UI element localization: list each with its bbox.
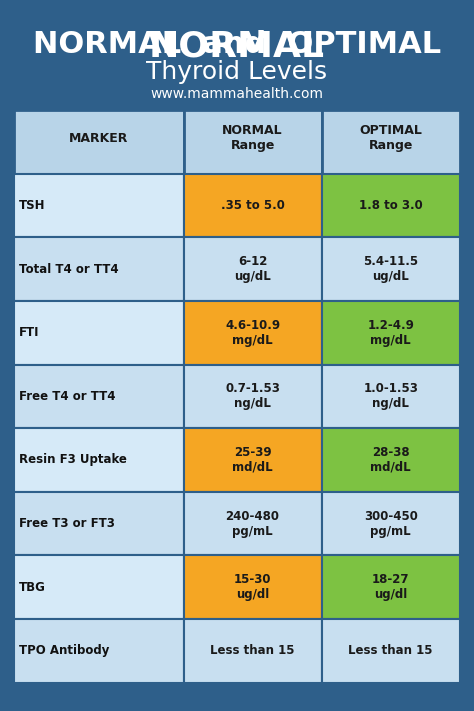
Text: 240-480
pg/mL: 240-480 pg/mL bbox=[226, 510, 280, 538]
Text: 25-39
md/dL: 25-39 md/dL bbox=[232, 446, 273, 474]
FancyBboxPatch shape bbox=[14, 365, 183, 428]
Text: Less than 15: Less than 15 bbox=[348, 644, 433, 657]
FancyBboxPatch shape bbox=[183, 555, 322, 619]
Text: 1.0-1.53
ng/dL: 1.0-1.53 ng/dL bbox=[363, 383, 418, 410]
FancyBboxPatch shape bbox=[322, 301, 460, 365]
Text: 300-450
pg/mL: 300-450 pg/mL bbox=[364, 510, 418, 538]
FancyBboxPatch shape bbox=[322, 365, 460, 428]
Text: 4.6-10.9
mg/dL: 4.6-10.9 mg/dL bbox=[225, 319, 280, 347]
Text: 6-12
ug/dL: 6-12 ug/dL bbox=[234, 255, 271, 283]
Text: NORMAL: NORMAL bbox=[149, 30, 325, 64]
Text: 5.4-11.5
ug/dL: 5.4-11.5 ug/dL bbox=[363, 255, 418, 283]
Text: and: and bbox=[0, 710, 1, 711]
FancyBboxPatch shape bbox=[14, 173, 183, 237]
FancyBboxPatch shape bbox=[183, 619, 322, 683]
Text: Total T4 or TT4: Total T4 or TT4 bbox=[19, 262, 118, 276]
FancyBboxPatch shape bbox=[322, 173, 460, 237]
Text: 0.7-1.53
ng/dL: 0.7-1.53 ng/dL bbox=[225, 383, 280, 410]
Text: Free T3 or FT3: Free T3 or FT3 bbox=[19, 517, 115, 530]
Text: 1.8 to 3.0: 1.8 to 3.0 bbox=[359, 199, 423, 212]
FancyBboxPatch shape bbox=[14, 301, 183, 365]
Text: 1.2-4.9
mg/dL: 1.2-4.9 mg/dL bbox=[367, 319, 414, 347]
Text: Free T4 or TT4: Free T4 or TT4 bbox=[19, 390, 116, 403]
FancyBboxPatch shape bbox=[14, 555, 183, 619]
FancyBboxPatch shape bbox=[183, 428, 322, 492]
FancyBboxPatch shape bbox=[322, 428, 460, 492]
FancyBboxPatch shape bbox=[183, 110, 322, 173]
Text: OPTIMAL: OPTIMAL bbox=[0, 710, 1, 711]
Text: 18-27
ug/dl: 18-27 ug/dl bbox=[372, 573, 410, 602]
Text: NORMAL: NORMAL bbox=[0, 710, 1, 711]
FancyBboxPatch shape bbox=[14, 428, 183, 492]
Text: Resin F3 Uptake: Resin F3 Uptake bbox=[19, 454, 127, 466]
Text: 28-38
md/dL: 28-38 md/dL bbox=[370, 446, 411, 474]
FancyBboxPatch shape bbox=[183, 237, 322, 301]
Text: 15-30
ug/dl: 15-30 ug/dl bbox=[234, 573, 271, 602]
FancyBboxPatch shape bbox=[322, 110, 460, 173]
Text: NORMAL  and  OPTIMAL: NORMAL and OPTIMAL bbox=[33, 30, 441, 59]
Text: .35 to 5.0: .35 to 5.0 bbox=[221, 199, 284, 212]
Text: OPTIMAL
Range: OPTIMAL Range bbox=[359, 124, 422, 152]
FancyBboxPatch shape bbox=[183, 492, 322, 555]
Text: TBG: TBG bbox=[19, 581, 46, 594]
Text: TPO Antibody: TPO Antibody bbox=[19, 644, 109, 657]
Text: Thyroid Levels: Thyroid Levels bbox=[146, 60, 328, 85]
FancyBboxPatch shape bbox=[183, 365, 322, 428]
Text: www.mammahealth.com: www.mammahealth.com bbox=[151, 87, 323, 101]
Text: FTI: FTI bbox=[19, 326, 39, 339]
FancyBboxPatch shape bbox=[14, 110, 183, 173]
FancyBboxPatch shape bbox=[322, 492, 460, 555]
FancyBboxPatch shape bbox=[322, 237, 460, 301]
FancyBboxPatch shape bbox=[14, 619, 183, 683]
FancyBboxPatch shape bbox=[183, 173, 322, 237]
FancyBboxPatch shape bbox=[183, 301, 322, 365]
Text: MARKER: MARKER bbox=[69, 132, 128, 145]
FancyBboxPatch shape bbox=[322, 619, 460, 683]
FancyBboxPatch shape bbox=[14, 492, 183, 555]
Text: Less than 15: Less than 15 bbox=[210, 644, 295, 657]
Text: NORMAL
Range: NORMAL Range bbox=[222, 124, 283, 152]
FancyBboxPatch shape bbox=[14, 237, 183, 301]
FancyBboxPatch shape bbox=[322, 555, 460, 619]
Text: TSH: TSH bbox=[19, 199, 46, 212]
